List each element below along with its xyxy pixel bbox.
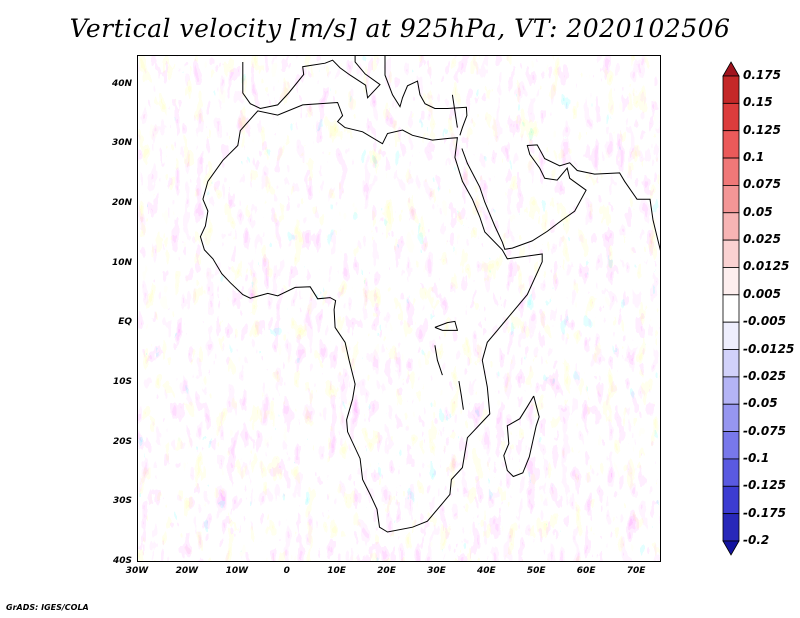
colorbar-swatch	[722, 403, 740, 432]
balkan-anatolia-coastline	[384, 56, 468, 136]
colorbar-tick-label: 0.025	[743, 232, 781, 247]
lon-tick-label: 70E	[626, 566, 646, 576]
colorbar-swatch	[722, 75, 740, 104]
colorbar-swatch	[722, 157, 740, 186]
colorbar-tick-label: -0.1	[743, 450, 770, 465]
lat-tick-label: 20S	[112, 436, 132, 447]
colorbar-swatch	[722, 61, 740, 77]
colorbar-swatch	[722, 349, 740, 378]
lat-tick-label: 40N	[111, 78, 132, 89]
colorbar-tick-label: -0.075	[743, 423, 786, 438]
colorbar-swatch	[722, 431, 740, 460]
lon-tick-label: 40E	[476, 566, 496, 576]
colorbar-tick-label: 0.1	[743, 150, 765, 165]
lat-tick-label: 30N	[111, 138, 132, 149]
colorbar-swatch	[722, 294, 740, 323]
lon-tick-label: 20W	[175, 566, 199, 576]
lon-tick-label: 30W	[125, 566, 149, 576]
colorbar-swatch	[722, 321, 740, 350]
colorbar-swatch	[722, 212, 740, 241]
arabia-coastline	[461, 144, 660, 251]
colorbar-tick-label: -0.005	[743, 314, 786, 329]
lon-tick-label: 20E	[377, 566, 396, 576]
lon-tick-label: 30E	[427, 566, 446, 576]
lake-tanganyika	[434, 345, 443, 376]
lat-tick-label: 20N	[111, 198, 132, 209]
lat-tick-label: 10S	[112, 377, 132, 388]
colorbar-swatch	[722, 102, 740, 132]
lat-tick-label: 10N	[111, 257, 132, 268]
lake-malawi	[458, 381, 464, 410]
grads-credit: GrADS: IGES/COLA	[6, 603, 89, 612]
lake-victoria	[434, 320, 459, 331]
colorbar-tick-label: -0.175	[743, 505, 786, 520]
colorbar-swatch	[722, 513, 740, 542]
africa-coastline	[199, 101, 543, 533]
map-canvas	[138, 56, 660, 561]
colorbar-swatch	[722, 130, 740, 159]
colorbar-swatch	[722, 376, 740, 405]
europe-coastline	[242, 56, 381, 110]
colorbar-tick-label: 0.125	[743, 122, 781, 137]
colorbar-tick-label: -0.05	[743, 396, 778, 411]
lon-tick-label: 50E	[526, 566, 546, 576]
coastline-layer	[199, 56, 660, 533]
colorbar-tick-label: 0.05	[743, 204, 773, 219]
lon-tick-label: 10E	[327, 566, 346, 576]
map-panel	[137, 55, 661, 562]
lat-tick-label: 30S	[112, 496, 132, 507]
colorbar-tick-label: -0.2	[743, 533, 770, 547]
plot-title: Vertical velocity [m/s] at 925hPa, VT: 2…	[69, 14, 731, 43]
lat-tick-label: 40S	[112, 556, 132, 566]
colorbar-tick-label: -0.025	[743, 368, 786, 383]
lat-tick-label: EQ	[118, 317, 132, 328]
lon-tick-label: 10W	[225, 566, 249, 576]
colorbar-tick-label: 0.075	[743, 177, 781, 192]
lon-tick-label: 60E	[576, 566, 596, 576]
colorbar-tick-label: 0.15	[743, 95, 773, 110]
levant-line	[451, 94, 458, 128]
colorbar-tick-label: 0.005	[743, 286, 781, 301]
lon-tick-label: 0	[283, 566, 290, 576]
colorbar-swatch	[722, 485, 740, 515]
madagascar-coastline	[503, 395, 540, 478]
colorbar-swatch	[722, 458, 740, 487]
colorbar-swatch	[722, 540, 740, 556]
colorbar-tick-label: -0.125	[743, 478, 786, 493]
colorbar-swatch	[722, 267, 740, 296]
colorbar-tick-label: 0.0125	[743, 259, 790, 274]
colorbar-swatch	[722, 239, 740, 268]
colorbar-swatch	[722, 185, 740, 214]
colorbar-tick-label: 0.175	[743, 68, 781, 82]
colorbar-tick-label: -0.0125	[743, 341, 795, 356]
velocity-field	[138, 56, 660, 561]
